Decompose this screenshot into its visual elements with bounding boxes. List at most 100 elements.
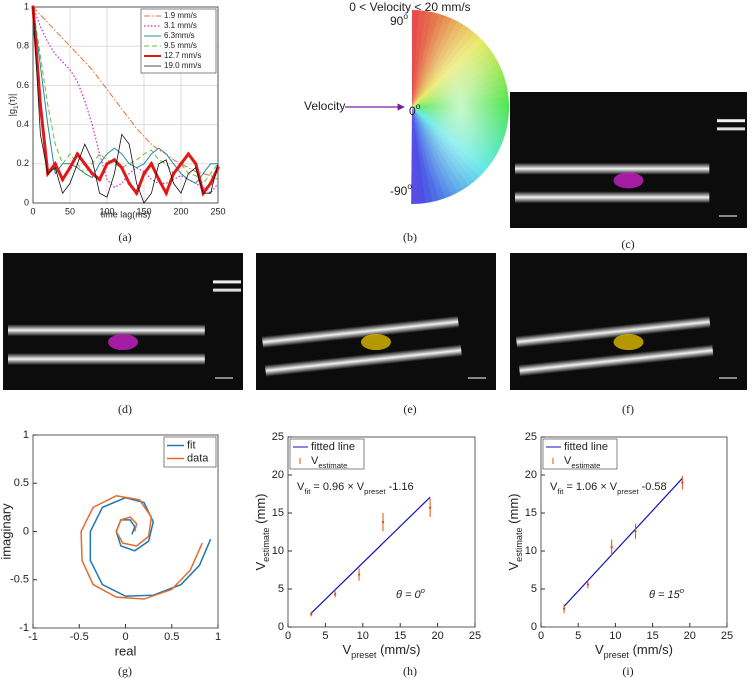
image-content [515,315,714,377]
vessel-wall [515,315,711,349]
x-tick-label: 0.5 [164,631,179,643]
x-tick-label: 5 [322,630,328,642]
x-axis-label-part: (mm/s) [629,642,673,657]
y-tick-label: 0 [23,525,29,537]
y-axis-label-part: V [506,561,521,570]
x-axis-label: Vpreset (mm/s) [343,642,421,660]
angle-label-sup: o [416,101,421,111]
y-tick-label: 10 [525,545,537,557]
flow-blob [361,334,391,351]
point [562,607,566,610]
annotation-part: θ = 0 [396,589,422,601]
caption: (b) [403,230,417,244]
artifact [717,127,745,131]
legend-label: fitted line [564,441,608,453]
artifact [717,119,745,123]
legend: 1.9 mm/s3.1 mm/s6.3mm/s9.5 mm/s12.7 mm/s… [140,8,217,74]
angle-label: -90o [390,181,412,198]
x-tick-label: 0 [538,630,544,642]
vessel-wall [8,324,205,337]
vessel-wall [518,344,714,377]
y-axis-label: imaginary [0,503,13,560]
series-line [563,477,683,607]
annotation-part: -0.58 [639,481,667,493]
angle-label-part: 0 [409,104,416,118]
flow-blob [108,334,138,351]
legend-box [140,8,217,74]
marker [149,162,153,166]
plot-frame [32,6,219,204]
image-bg [510,92,747,228]
legend-label: 1.9 mm/s [164,11,197,20]
y-axis-label-sub: estimate [261,527,271,561]
y-tick-label: 0.2 [16,158,29,168]
y-tick-label: 20 [272,469,284,481]
marker [75,152,79,156]
legend-label: 3.1 mm/s [164,21,197,30]
x-axis-label-part: V [343,642,352,657]
caption: (e) [403,402,416,416]
y-tick-label: 0 [531,621,537,633]
y-axis-label: |g1(τ)| [7,94,20,117]
series-line [32,6,218,185]
x-axis-label-part: V [595,642,604,657]
caption: (i) [622,664,633,678]
point [357,573,361,576]
y-tick-label: 1 [24,1,29,11]
x-tick-label: -1 [28,631,38,643]
marker [186,152,190,156]
x-tick-label: 50 [65,206,75,216]
x-tick-label: 100 [99,206,114,216]
annotation: θ = 15o [649,586,685,601]
marker [105,162,109,166]
marker [112,158,116,162]
legend-label: fit [187,439,196,451]
x-axis-label-sub: preset [604,650,630,660]
flow-blob [613,334,644,351]
point [333,593,337,596]
annotation: Vfit = 1.06 × Vpreset -0.58 [550,481,667,496]
ultrasound-image [510,92,747,228]
x-tick-label: 15 [394,630,406,642]
annotation-part: = 1.06 × V [563,481,617,493]
x-tick-label: 0 [30,206,35,216]
legend-label: 19.0 mm/s [164,61,201,70]
vessel-wall [515,162,710,175]
legend-label-part: V [564,455,572,467]
marker [157,177,161,182]
y-tick-label: 5 [278,583,284,595]
marker [83,162,87,166]
artifact [213,280,241,284]
annotation: θ = 0o [396,586,426,601]
legend-label: 12.7 mm/s [164,51,201,60]
y-tick-label: 0.4 [16,119,29,129]
caption: (c) [621,237,634,251]
series-line [32,6,219,180]
angle-label: 90o [390,11,408,28]
caption: (d) [118,402,132,416]
axes: 0 5 10 15 20 25 0 5 10 15 20 25 [525,431,733,642]
y-tick-label: 20 [525,469,537,481]
plot-frame [287,436,476,628]
y-tick-label: 25 [272,431,284,443]
image-content [261,315,462,377]
legend-label-sub: estimate [571,461,600,470]
x-tick-label: 1 [215,631,221,643]
ultrasound-image [256,253,496,390]
series-line [32,6,219,204]
y-tick-label: 15 [272,507,284,519]
x-tick-label: 0 [122,631,128,643]
vessel-wall [261,315,459,349]
vessel-wall [8,353,205,366]
y-tick-label: 0.5 [14,477,29,489]
legend-label: Vestimate [564,455,600,470]
angle-label-part: -90 [390,184,408,198]
x-axis-label: real [115,643,137,658]
x-tick-label: -0.5 [70,631,89,643]
point [634,530,637,533]
x-tick-label: 10 [357,630,369,642]
vessel-wall [515,191,710,204]
marker [127,181,131,185]
